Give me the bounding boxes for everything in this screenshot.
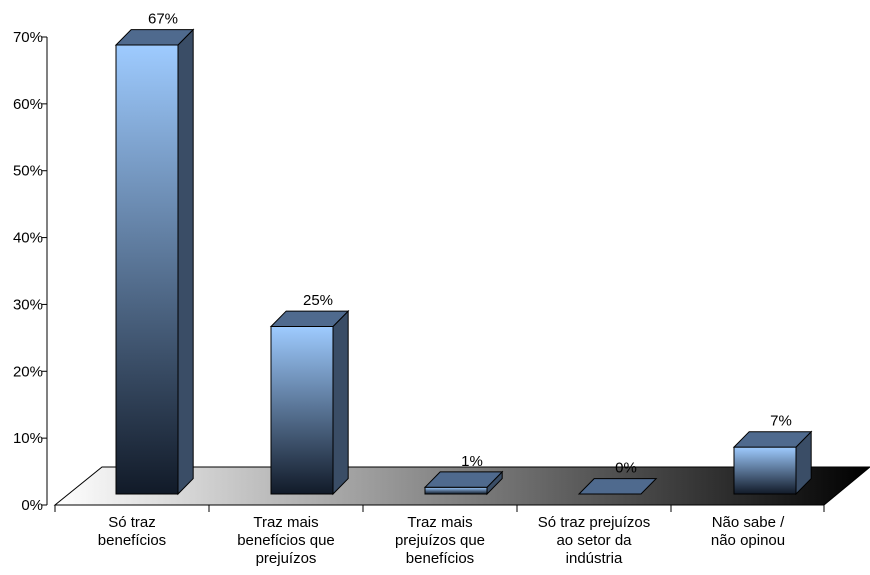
bar-front <box>115 44 179 495</box>
bar-side <box>332 309 349 496</box>
bar-top <box>732 431 813 448</box>
data-label: 0% <box>615 460 637 477</box>
category-label: Só traz prejuízos <box>538 514 651 531</box>
bar <box>423 470 504 496</box>
y-tick-label: 10% <box>13 430 43 447</box>
data-label: 7% <box>770 413 792 430</box>
y-tick-label: 50% <box>13 163 43 180</box>
y-tick-label: 0% <box>21 497 43 514</box>
y-tick-label: 60% <box>13 96 43 113</box>
bar-front <box>424 486 488 495</box>
category-label: benefícios <box>98 532 166 549</box>
y-tick-label: 30% <box>13 296 43 313</box>
bar <box>732 430 813 496</box>
bar-side <box>177 28 194 496</box>
bar-top <box>269 310 350 327</box>
category-label: não opinou <box>711 532 785 549</box>
category-label: ao setor da <box>556 532 632 549</box>
category-label: prejuízos que <box>395 532 485 549</box>
category-label: prejuízos <box>256 550 317 567</box>
category-label: Só traz <box>108 514 156 531</box>
category-label: Traz mais <box>407 514 472 531</box>
bar-top <box>423 471 504 488</box>
bar <box>114 28 195 496</box>
bar-top <box>114 29 195 46</box>
bar <box>577 478 658 495</box>
category-label: Não sabe / <box>712 514 785 531</box>
y-tick-label: 20% <box>13 363 43 380</box>
y-tick-label: 40% <box>13 230 43 247</box>
bar-top <box>577 478 658 495</box>
bar <box>269 309 350 496</box>
bar-front <box>733 446 797 495</box>
bar-front <box>270 325 334 495</box>
category-label: Traz mais <box>253 514 318 531</box>
category-label: benefícios que <box>237 532 335 549</box>
y-tick-label: 70% <box>13 29 43 46</box>
data-label: 1% <box>461 453 483 470</box>
category-label: indústria <box>566 550 623 567</box>
data-label: 25% <box>303 292 333 309</box>
data-label: 67% <box>148 11 178 28</box>
category-label: benefícios <box>406 550 474 567</box>
